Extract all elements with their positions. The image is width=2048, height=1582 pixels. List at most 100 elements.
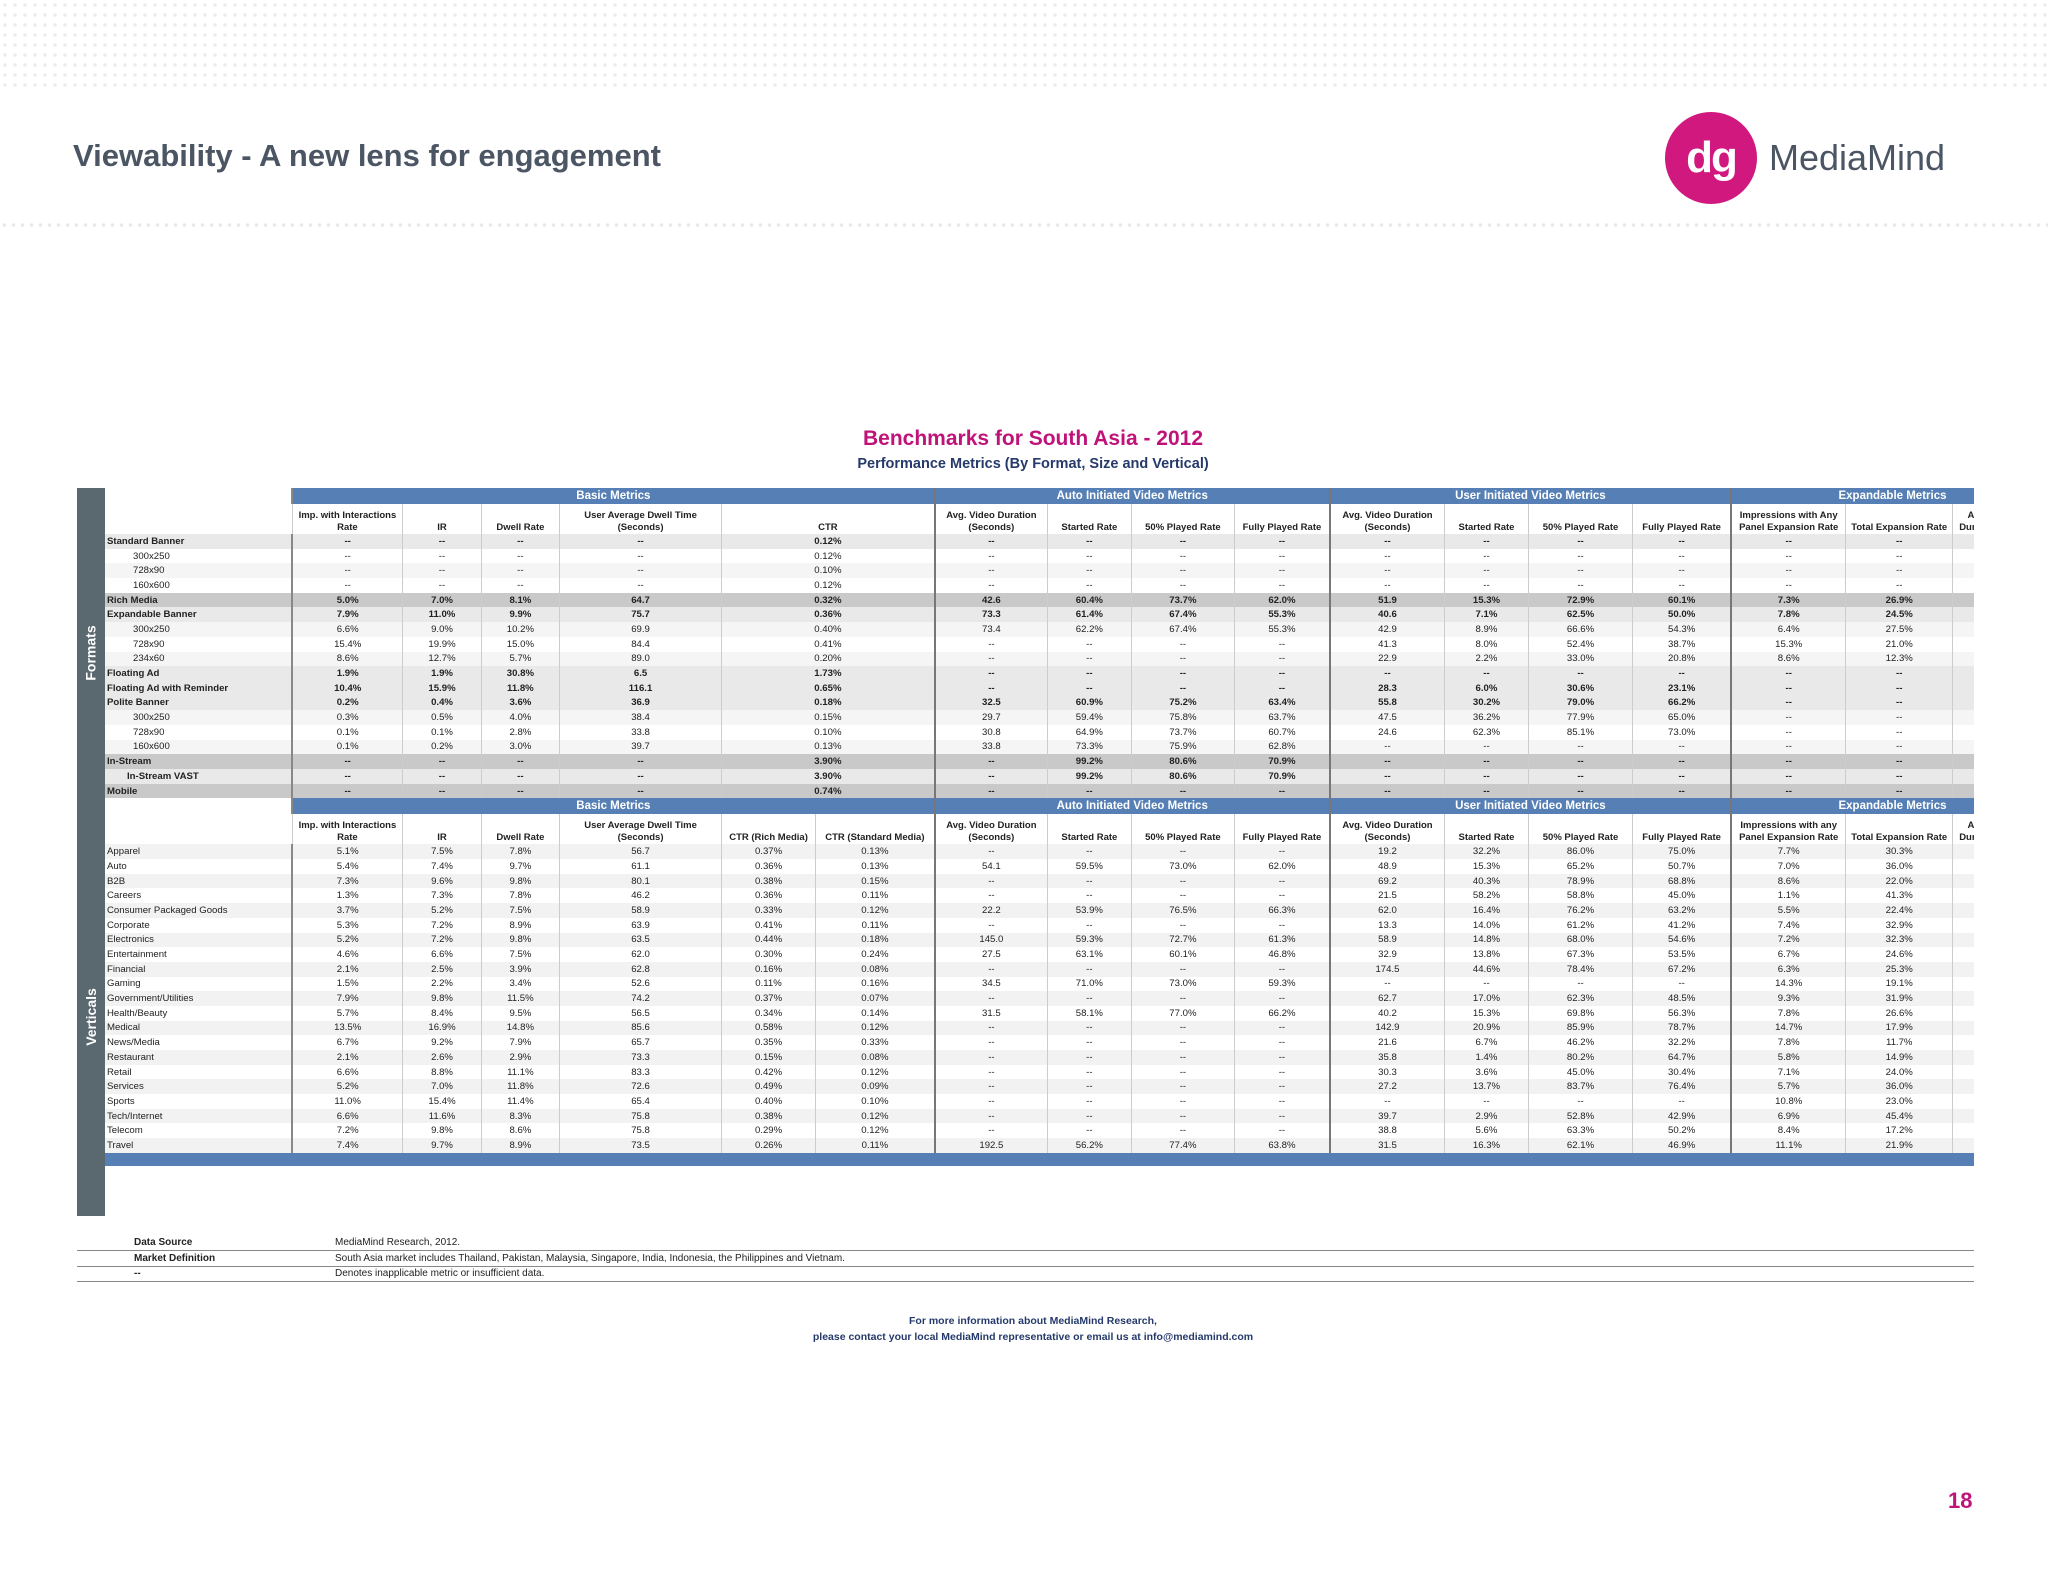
format-cell: 73.3 bbox=[934, 607, 1049, 623]
note-value: South Asia market includes Thailand, Pak… bbox=[335, 1252, 845, 1264]
vertical-cell: 2.9% bbox=[481, 1050, 561, 1065]
vertical-row-label: Sports bbox=[105, 1094, 294, 1109]
format-cell: -- bbox=[1444, 578, 1529, 593]
vertical-cell: 2.5% bbox=[402, 961, 482, 977]
vertical-cell: -- bbox=[1131, 1064, 1236, 1080]
format-row-label: Standard Banner bbox=[105, 534, 294, 549]
vertical-cell: 16.9% bbox=[402, 1020, 482, 1036]
vertical-cell: 85.6 bbox=[559, 1020, 723, 1036]
formats-column-header-8: 50% Played Rate bbox=[1131, 504, 1236, 534]
format-cell: 24.6 bbox=[1329, 724, 1446, 740]
format-cell: 67.4% bbox=[1131, 607, 1236, 623]
vertical-row: Sports 11.0% 15.4% 11.4% 65.4 0.40% 0.10% -- -- -… bbox=[105, 1094, 1974, 1109]
vertical-cell: 3.4% bbox=[481, 976, 561, 992]
vertical-cell: 83.3 bbox=[559, 1064, 723, 1080]
format-cell: 7.8% bbox=[1731, 607, 1847, 623]
format-row: Mobile--------0.74%---------------------… bbox=[105, 783, 1974, 799]
vertical-row-label: Government/Utilities bbox=[105, 991, 294, 1006]
vertical-cell: 67.3% bbox=[1528, 947, 1634, 962]
format-cell: -- bbox=[402, 563, 482, 579]
verticals-column-header-17: Avg. Expansion Duration (Seconds) bbox=[1952, 814, 1974, 845]
format-row: 728x90--------0.10%---------------------… bbox=[105, 563, 1974, 579]
vertical-cell: -- bbox=[934, 1020, 1049, 1036]
format-cell: 80.6% bbox=[1131, 769, 1236, 784]
format-cell: 62.8% bbox=[1234, 739, 1331, 755]
format-cell: -- bbox=[1234, 534, 1331, 549]
vertical-cell: 63.1% bbox=[1047, 947, 1132, 962]
format-row-label: Rich Media bbox=[105, 592, 294, 608]
format-cell: 62.0% bbox=[1234, 592, 1331, 608]
contact-info: For more information about MediaMind Res… bbox=[0, 1313, 2048, 1345]
verticals-column-header-14: Fully Played Rate bbox=[1632, 814, 1733, 845]
format-cell: -- bbox=[1632, 534, 1733, 549]
vertical-cell: 11.5% bbox=[481, 991, 561, 1006]
vertical-cell: 40.3% bbox=[1444, 873, 1529, 889]
format-cell: -- bbox=[1845, 695, 1954, 711]
format-cell: 15.3% bbox=[1444, 592, 1529, 608]
format-cell: 89.0 bbox=[559, 651, 723, 667]
format-cell: 73.3% bbox=[1047, 739, 1132, 755]
format-cell: 32.5 bbox=[934, 695, 1049, 711]
vertical-cell: 63.9 bbox=[559, 917, 723, 933]
vertical-cell: 60.1% bbox=[1131, 947, 1236, 962]
vertical-cell: 41.2% bbox=[1632, 917, 1733, 933]
vertical-cell: 17.9% bbox=[1845, 1020, 1954, 1036]
format-cell: -- bbox=[292, 578, 404, 593]
vertical-cell: 78.4% bbox=[1528, 961, 1634, 977]
format-cell: -- bbox=[1731, 534, 1847, 549]
format-cell: -- bbox=[1131, 666, 1236, 681]
format-cell: -- bbox=[1047, 534, 1132, 549]
format-cell: 51.9 bbox=[1329, 592, 1446, 608]
vertical-cell: 6.6% bbox=[292, 1108, 404, 1124]
vertical-row-label: Restaurant bbox=[105, 1050, 294, 1065]
vertical-cell: 0.10% bbox=[815, 1094, 936, 1109]
format-row-label: 728x90 bbox=[105, 636, 294, 652]
vertical-row: Health/Beauty 5.7% 8.4% 9.5% 56.5 0.34% 0.14% 3… bbox=[105, 1005, 1974, 1021]
vertical-cell: 77.4% bbox=[1131, 1138, 1236, 1153]
vertical-cell: 6.9% bbox=[1731, 1108, 1847, 1124]
vertical-cell: 75.8 bbox=[559, 1108, 723, 1124]
vertical-cell: 63.3% bbox=[1528, 1123, 1634, 1139]
format-cell: 39.7 bbox=[559, 739, 723, 755]
vertical-cell: 152.3 bbox=[1952, 844, 1974, 860]
format-cell: 27.5% bbox=[1845, 622, 1954, 637]
vertical-cell: 10.8% bbox=[1731, 1094, 1847, 1109]
vertical-cell: 80.1 bbox=[559, 873, 723, 889]
vertical-cell: -- bbox=[1047, 1108, 1132, 1124]
vertical-row: Government/Utilities 7.9% 9.8% 11.5% 74.2 0.3… bbox=[105, 991, 1974, 1006]
page-number: 18 bbox=[1948, 1488, 1973, 1513]
vertical-cell: 30.3 bbox=[1329, 1064, 1446, 1080]
note-key: -- bbox=[134, 1268, 141, 1280]
vertical-row: Retail 6.6% 8.8% 11.1% 83.3 0.42% 0.12% -- -- -- -… bbox=[105, 1064, 1974, 1080]
format-cell: 28.3 bbox=[1329, 680, 1446, 696]
format-cell: -- bbox=[1131, 578, 1236, 593]
vertical-cell: -- bbox=[934, 1108, 1049, 1124]
vertical-cell: -- bbox=[934, 991, 1049, 1006]
notes-section: Data Source MediaMind Research, 2012. Mark… bbox=[77, 1235, 1974, 1283]
vertical-cell: 21.6 bbox=[1329, 1035, 1446, 1050]
format-cell: -- bbox=[1632, 783, 1733, 799]
vertical-cell: 0.11% bbox=[721, 976, 817, 992]
vertical-cell: -- bbox=[934, 1050, 1049, 1065]
vertical-cell: 71.0% bbox=[1047, 976, 1132, 992]
vertical-cell: -- bbox=[1047, 1079, 1132, 1095]
format-cell: 0.13% bbox=[721, 739, 936, 755]
vertical-cell: 32.9% bbox=[1845, 917, 1954, 933]
vertical-cell: 144.5 bbox=[1952, 903, 1974, 918]
vertical-row-label: Consumer Packaged Goods bbox=[105, 903, 294, 918]
format-cell: 73.7% bbox=[1131, 724, 1236, 740]
vertical-cell: 39.7 bbox=[1329, 1108, 1446, 1124]
format-cell: -- bbox=[1131, 563, 1236, 579]
verticals-column-header-16: Total Expansion Rate bbox=[1845, 814, 1954, 845]
vertical-cell: 58.9 bbox=[559, 903, 723, 918]
vertical-cell: -- bbox=[1047, 888, 1132, 904]
format-cell: -- bbox=[1632, 578, 1733, 593]
format-cell: 79.0% bbox=[1528, 695, 1634, 711]
format-cell: -- bbox=[1731, 710, 1847, 725]
vertical-cell: -- bbox=[1234, 888, 1331, 904]
vertical-cell: 7.9% bbox=[292, 991, 404, 1006]
vertical-cell: 8.4% bbox=[1731, 1123, 1847, 1139]
vertical-cell: 11.0% bbox=[292, 1094, 404, 1109]
vertical-cell: -- bbox=[1131, 1020, 1236, 1036]
vertical-cell: 7.7% bbox=[1731, 844, 1847, 860]
